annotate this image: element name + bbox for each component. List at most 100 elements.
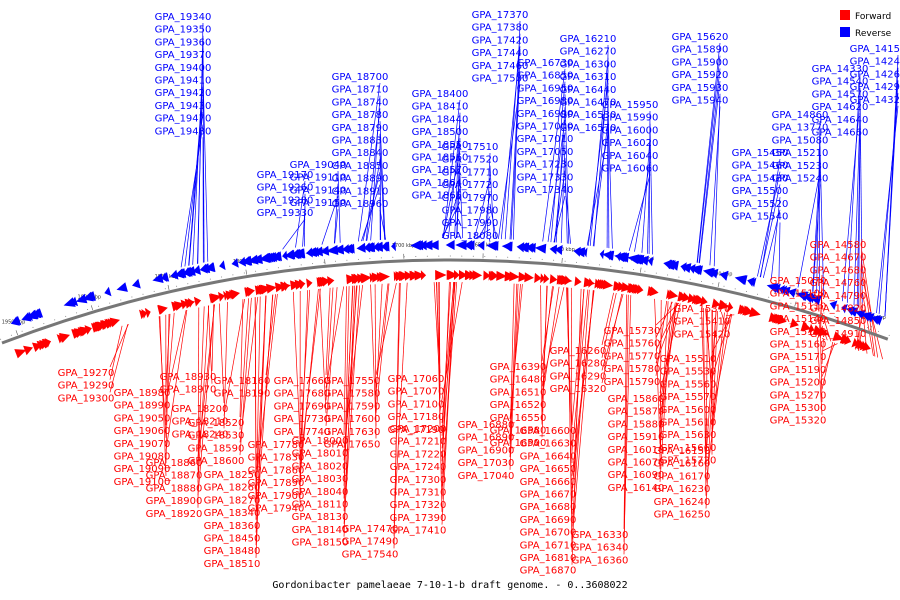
legend-forward-label: Forward xyxy=(855,12,891,22)
reverse-feature-arrow xyxy=(161,272,170,282)
scale-dot xyxy=(768,296,770,298)
forward-gene-label: GPA_18150 xyxy=(292,538,349,549)
forward-feature-arrow xyxy=(327,276,335,287)
reverse-gene-label: GPA_16300 xyxy=(560,59,617,70)
scale-dot xyxy=(779,299,781,301)
forward-gene-label: GPA_15730 xyxy=(604,326,661,337)
forward-leader-line xyxy=(541,287,565,387)
forward-leader-line xyxy=(821,341,834,390)
forward-gene-label: GPA_16140 xyxy=(608,483,665,494)
forward-leader-line xyxy=(325,287,338,426)
forward-feature-arrow xyxy=(458,270,468,280)
reverse-gene-label: GPA_18700 xyxy=(332,72,389,83)
scale-dot xyxy=(845,319,847,321)
forward-leader-line xyxy=(223,301,228,429)
forward-leader-line xyxy=(541,285,548,438)
forward-feature-arrow xyxy=(420,270,427,281)
forward-gene-label: GPA_19070 xyxy=(114,439,171,450)
forward-feature-arrow xyxy=(376,272,385,283)
reverse-gene-label: GPA_15240 xyxy=(772,174,829,185)
reverse-feature-arrow xyxy=(132,278,141,289)
scale-dot xyxy=(120,299,122,301)
reverse-leader-line xyxy=(542,68,566,242)
forward-gene-label: GPA_16340 xyxy=(572,543,629,554)
reverse-gene-label: GPA_18960 xyxy=(332,199,389,210)
forward-feature-arrow xyxy=(832,331,845,341)
forward-gene-label: GPA_18520 xyxy=(188,418,245,429)
forward-gene-label: GPA_15780 xyxy=(604,364,661,375)
forward-leader-line xyxy=(655,302,679,364)
reverse-gene-label: GPA_18840 xyxy=(332,148,389,159)
reverse-leader-line xyxy=(442,99,461,239)
scale-dot xyxy=(209,278,211,280)
reverse-feature-arrow xyxy=(845,307,859,317)
forward-gene-label: GPA_16670 xyxy=(520,490,577,501)
forward-gene-label: GPA_18590 xyxy=(188,443,245,454)
reverse-leader-line xyxy=(759,184,781,278)
forward-gene-label: GPA_19100 xyxy=(114,477,171,488)
forward-gene-label: GPA_17860 xyxy=(248,465,305,476)
forward-gene-label: GPA_16550 xyxy=(490,413,547,424)
forward-feature-arrow xyxy=(266,283,277,294)
reverse-leader-line xyxy=(379,209,387,240)
scale-dot xyxy=(564,260,566,262)
forward-gene-label: GPA_16250 xyxy=(654,510,711,521)
reverse-gene-label: GPA_15940 xyxy=(672,96,729,107)
scale-dot xyxy=(54,319,56,321)
scale-dot xyxy=(757,293,758,295)
forward-leader-line xyxy=(509,283,515,445)
reverse-leader-line xyxy=(797,171,821,288)
forward-gene-label: GPA_18340 xyxy=(204,508,261,519)
scale-dot xyxy=(131,296,133,298)
forward-gene-label: GPA_18990 xyxy=(114,401,171,412)
forward-feature-arrow xyxy=(777,314,787,325)
reverse-feature-arrow xyxy=(116,282,128,292)
reverse-leader-line xyxy=(202,35,205,263)
reverse-gene-label: GPA_16440 xyxy=(560,85,617,96)
forward-gene-label: GPA_18860 xyxy=(146,458,203,469)
forward-gene-label: GPA_16390 xyxy=(490,362,547,373)
forward-leader-line xyxy=(623,294,628,530)
reverse-feature-arrow xyxy=(735,275,748,286)
scale-dot xyxy=(109,302,111,304)
reverse-gene-label: GPA_17340 xyxy=(517,185,574,196)
reverse-feature-arrow xyxy=(326,245,339,255)
forward-gene-label: GPA_18160 xyxy=(214,376,271,387)
scale-dot xyxy=(484,256,486,257)
reverse-leader-line xyxy=(649,123,653,255)
forward-gene-label: GPA_18040 xyxy=(292,487,349,498)
forward-leader-line xyxy=(711,312,725,430)
forward-gene-label: GPA_15190 xyxy=(770,365,827,376)
forward-gene-label: GPA_15610 xyxy=(660,418,717,429)
reverse-gene-label: GPA_14290 xyxy=(850,82,900,93)
forward-leader-line xyxy=(197,305,210,483)
reverse-gene-label: GPA_19350 xyxy=(155,25,212,36)
scale-dot xyxy=(277,267,279,269)
forward-feature-arrow xyxy=(223,290,229,301)
reverse-leader-line xyxy=(770,197,781,281)
scale-dot xyxy=(87,309,89,310)
forward-leader-line xyxy=(109,325,123,380)
reverse-feature-arrow xyxy=(421,240,433,251)
forward-feature-arrow xyxy=(472,270,483,281)
scale-dot xyxy=(576,261,577,263)
reverse-feature-arrow xyxy=(875,316,883,326)
forward-feature-arrow xyxy=(711,298,721,309)
reverse-feature-arrow xyxy=(605,250,612,261)
forward-leader-line xyxy=(821,342,836,377)
forward-gene-label: GPA_18600 xyxy=(188,456,245,467)
forward-gene-label: GPA_14820 xyxy=(810,304,867,315)
forward-gene-label: GPA_19270 xyxy=(58,368,115,379)
forward-gene-label: GPA_19050 xyxy=(114,413,171,424)
reverse-gene-label: GPA_19470 xyxy=(155,114,212,125)
forward-feature-arrow xyxy=(801,321,809,332)
forward-gene-label: GPA_18260 xyxy=(204,483,261,494)
reverse-gene-label: GPA_17460 xyxy=(472,61,529,72)
reverse-gene-label: GPA_19330 xyxy=(257,208,314,219)
forward-feature-arrow xyxy=(23,345,33,356)
scale-dot xyxy=(357,258,359,260)
reverse-leader-line xyxy=(357,82,381,242)
forward-gene-label: GPA_17580 xyxy=(324,389,381,400)
reverse-feature-arrow xyxy=(75,293,88,304)
forward-gene-label: GPA_17730 xyxy=(274,414,331,425)
